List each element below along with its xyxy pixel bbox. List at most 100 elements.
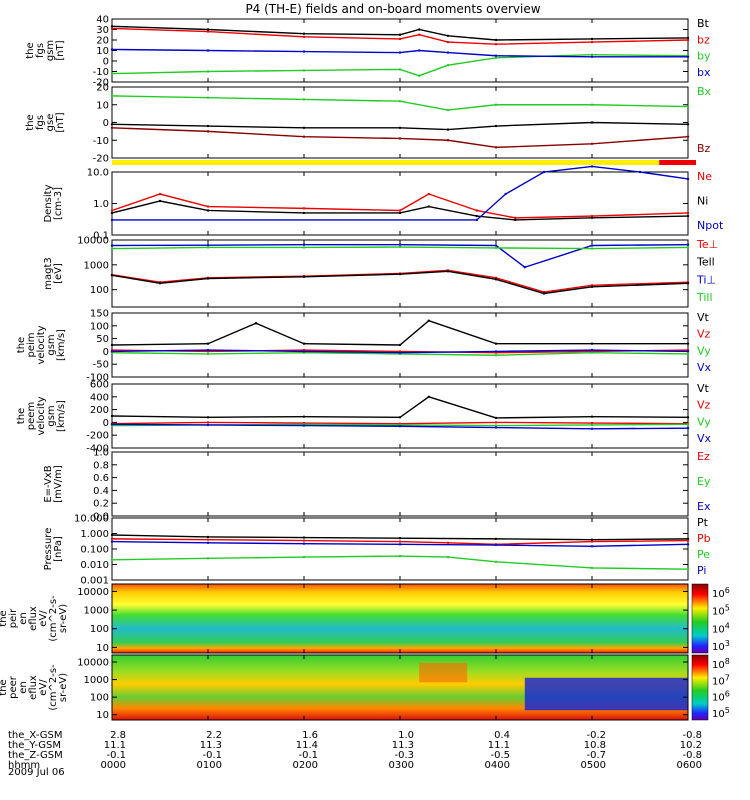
data-point: [686, 55, 690, 58]
data-point: [110, 94, 114, 98]
data-point: [398, 416, 402, 419]
data-point: [504, 192, 507, 196]
data-point: [206, 130, 210, 133]
data-point: [494, 537, 498, 541]
data-point: [158, 192, 162, 196]
data-point: [302, 555, 306, 559]
ephemeris-value: 10.8: [584, 740, 606, 751]
legend: Bx Bz: [697, 85, 712, 155]
data-point: [110, 211, 114, 215]
y-axis-ticks: 20 10 0 -10 -20: [93, 83, 688, 165]
y-tick-label: 0.0: [93, 512, 109, 523]
data-point: [542, 170, 546, 174]
data-point: [110, 209, 114, 212]
y-tick-label: 100: [90, 693, 109, 704]
panel-3: 10.0 1.0 0.1 Density[cm-3] Ne Ni Npot: [43, 165, 724, 242]
legend: Ez Ey Ex: [697, 450, 711, 513]
data-point: [686, 214, 690, 218]
y-tick-label: 10: [96, 46, 109, 57]
data-point: [686, 105, 690, 108]
ephemeris-value: -0.1: [106, 750, 126, 761]
legend-entry: Vy: [697, 415, 711, 428]
spectrogram-low-flux-region: [524, 677, 688, 711]
data-point: [686, 350, 690, 353]
y-tick-label: 150: [90, 309, 109, 320]
data-point: [494, 43, 498, 46]
data-point: [686, 246, 690, 249]
data-point: [494, 38, 498, 42]
y-tick-label: 10: [96, 643, 109, 654]
data-point: [494, 354, 498, 357]
data-point: [446, 555, 450, 559]
ephemeris-table: the_X-GSM 2.8 2.2 1.6 1.0 0.4 -0.2 -0.8 the_Y-GS…: [8, 730, 702, 771]
data-point: [398, 554, 402, 558]
y-tick-label: 20: [96, 83, 109, 94]
data-point: [686, 211, 690, 215]
data-point: [302, 50, 306, 53]
data-point: [206, 70, 210, 73]
data-point: [110, 414, 114, 418]
ephemeris-value: 11.3: [200, 740, 222, 751]
legend-entry: Te⊥: [696, 238, 718, 251]
data-point: [110, 244, 114, 247]
colorbar-tick-label: 106: [712, 690, 730, 704]
data-point: [206, 416, 210, 419]
ephemeris-value: 1.0: [398, 730, 414, 741]
y-tick-label: -20: [93, 78, 109, 89]
data-point: [398, 51, 402, 54]
legend-entry: Npot: [697, 219, 724, 232]
ephemeris-value: 0300: [389, 760, 414, 771]
ephemeris-value: 0600: [677, 760, 702, 771]
data-point: [418, 33, 421, 36]
colorbar-tick-label: 103: [712, 639, 730, 653]
data-point: [446, 108, 450, 112]
data-point: [590, 348, 594, 352]
series-line-Ne: [111, 193, 689, 219]
legend-entry: Bz: [697, 142, 711, 155]
ephemeris-value: -0.8: [682, 750, 702, 761]
ephemeris-value: 11.1: [488, 740, 510, 751]
legend-entry: Pe: [697, 548, 710, 561]
data-point: [206, 535, 210, 539]
legend-entry: Ne: [697, 170, 712, 183]
data-point: [398, 543, 402, 546]
panel-2: 20 10 0 -10 -20 thefgsgse[nT] Bx Bz: [25, 83, 712, 165]
data-point: [418, 28, 421, 31]
ephemeris-value: -0.3: [394, 750, 414, 761]
y-axis-label: Density[cm-3]: [43, 184, 64, 222]
panel-frame: [111, 383, 689, 449]
legend-entry: Pi: [697, 564, 706, 577]
y-tick-label: 10000: [77, 587, 109, 598]
legend-entry: Ez: [697, 450, 710, 463]
data-point: [446, 40, 450, 44]
data-point: [494, 146, 498, 149]
data-point: [590, 121, 594, 124]
y-axis-ticks: 10.000 1.000 0.100 0.010 0.001: [74, 514, 688, 587]
y-tick-label: -10: [93, 67, 109, 78]
data-point: [427, 395, 430, 398]
legend: Vt Vz Vy Vx: [697, 382, 712, 445]
panel-frame: [111, 451, 689, 517]
y-axis-label: thepeemvelocitygsm[km/s]: [16, 396, 67, 435]
data-point: [206, 96, 210, 99]
ephemeris-value: -0.1: [202, 750, 222, 761]
data-point: [418, 74, 421, 77]
data-point: [398, 540, 402, 543]
y-tick-label: 10000: [77, 236, 109, 247]
spectrogram-high-flux-region: [419, 662, 468, 683]
data-point: [110, 558, 114, 562]
legend-entry: Ti⊥: [696, 273, 716, 286]
data-point: [206, 124, 210, 128]
legend: Vt Vz Vy Vx: [697, 311, 712, 374]
ephemeris-value: 2.2: [206, 730, 222, 741]
data-point: [494, 56, 498, 60]
ephemeris-value: 11.3: [392, 740, 414, 751]
legend-entry: Pb: [697, 532, 711, 545]
y-tick-label: -400: [86, 444, 109, 455]
legend-entry: Vt: [697, 382, 710, 395]
spectrogram-fill: [112, 584, 688, 653]
y-axis-ticks: 10000 1000 100 10: [77, 657, 688, 721]
data-point: [686, 243, 690, 246]
y-tick-label: 0.6: [93, 473, 109, 484]
